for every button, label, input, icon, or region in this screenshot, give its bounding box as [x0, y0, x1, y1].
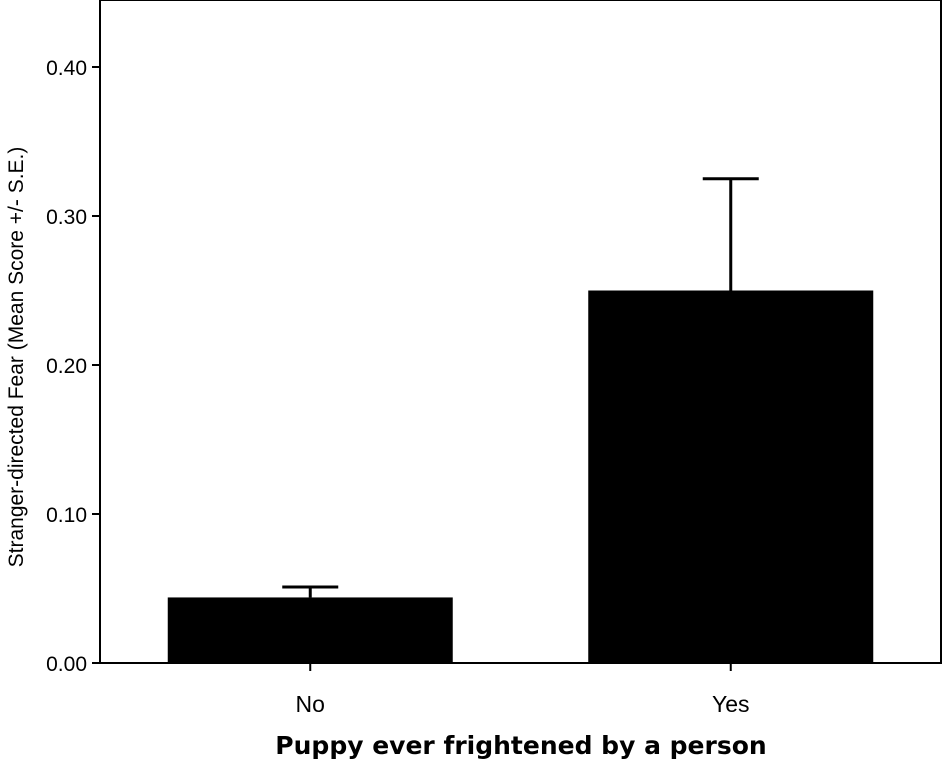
bar-yes — [588, 290, 874, 663]
y-tick-label: 0.10 — [46, 504, 87, 527]
y-axis-title: Stranger-directed Fear (Mean Score +/- S… — [5, 147, 28, 568]
x-axis: No Yes — [296, 663, 750, 717]
y-tick-label: 0.00 — [46, 653, 87, 676]
plot-frame — [99, 0, 942, 664]
y-tick-label: 0.30 — [46, 206, 87, 229]
bars — [167, 177, 874, 663]
x-tick-label-yes: Yes — [712, 691, 750, 717]
y-tick-label: 0.20 — [46, 355, 87, 378]
bar-no — [167, 597, 453, 663]
x-axis-title: Puppy ever frightened by a person — [275, 731, 766, 760]
y-tick-label: 0.40 — [46, 57, 87, 80]
y-axis: 0.00 0.10 0.20 0.30 0.40 — [46, 57, 100, 676]
x-tick-label-no: No — [296, 691, 325, 717]
